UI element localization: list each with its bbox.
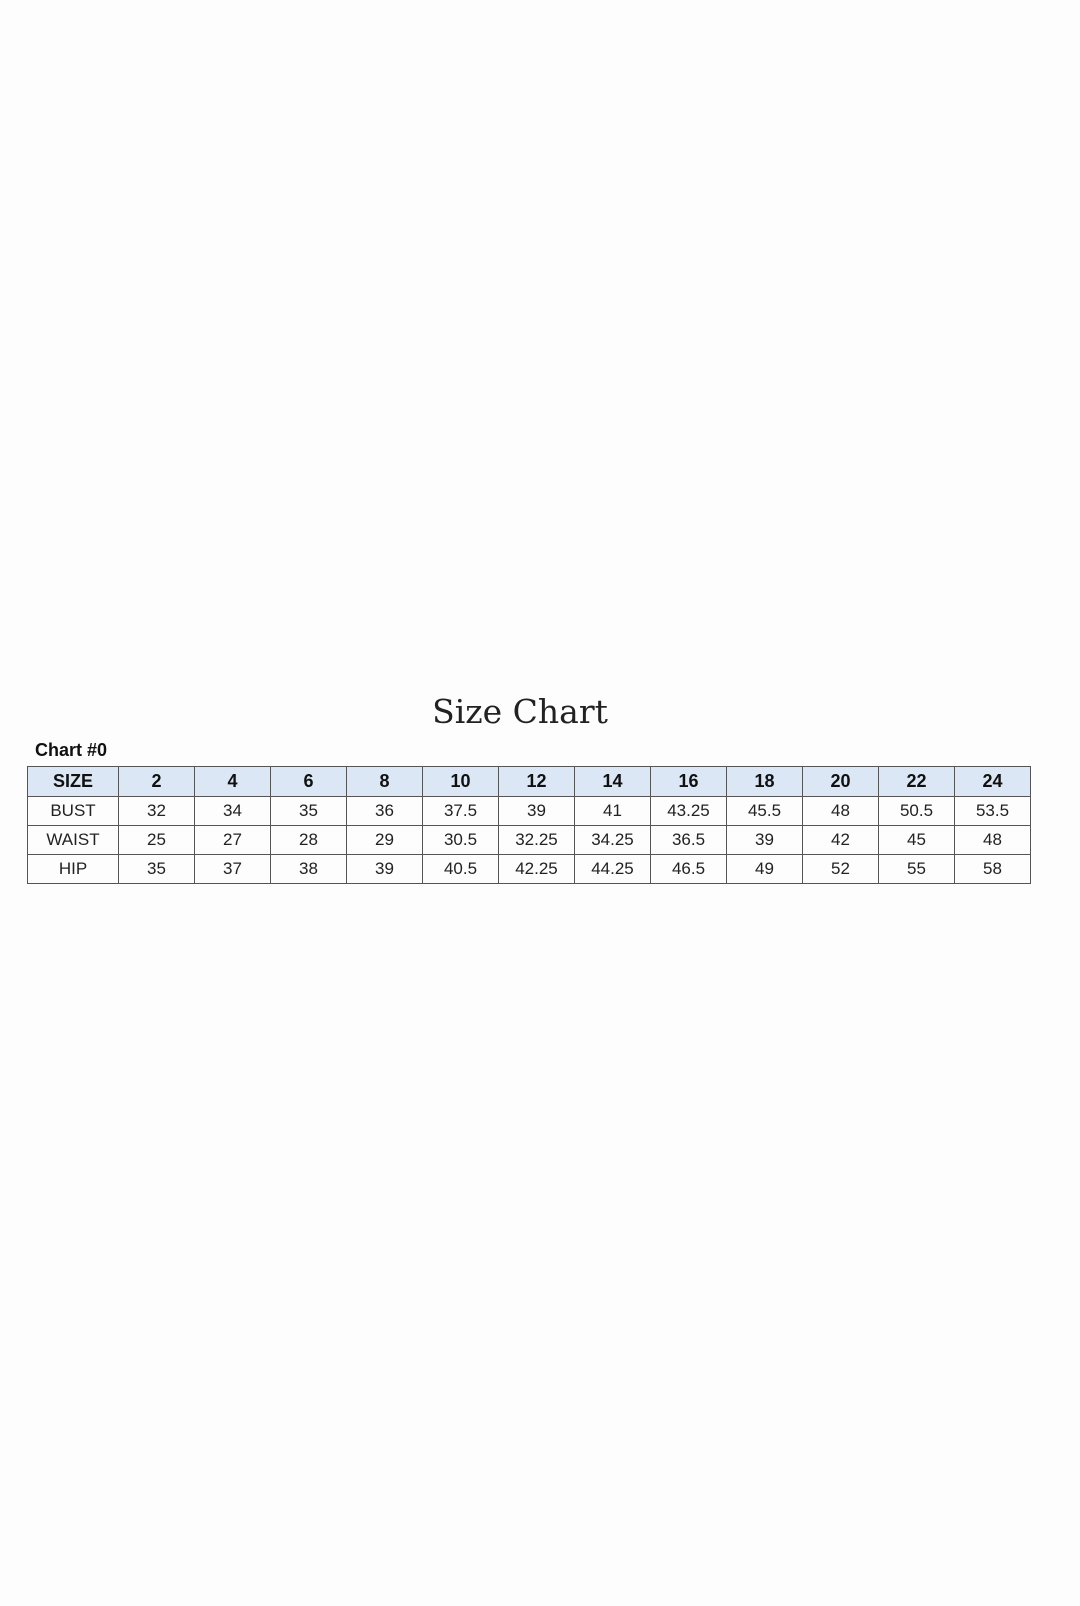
table-cell: 46.5 [650,854,727,884]
table-row: HIP 35 37 38 39 40.5 42.25 44.25 46.5 49 52 55 58 [27,854,1031,884]
table-cell: 32.25 [498,825,575,855]
table-cell: 34 [194,796,271,826]
header-cell: 14 [574,766,651,797]
header-cell: 12 [498,766,575,797]
header-cell: 18 [726,766,803,797]
page-title: Size Chart [432,692,608,731]
table-cell: 58 [954,854,1031,884]
table-cell: 28 [270,825,347,855]
table-cell: 49 [726,854,803,884]
table-cell: 34.25 [574,825,651,855]
table-cell: 48 [802,796,879,826]
table-cell: 52 [802,854,879,884]
table-cell: 48 [954,825,1031,855]
table-cell: 38 [270,854,347,884]
table-cell: 39 [498,796,575,826]
table-cell: 37.5 [422,796,499,826]
table-cell: 25 [118,825,195,855]
table-cell: 30.5 [422,825,499,855]
table-cell: 53.5 [954,796,1031,826]
table-cell: 42 [802,825,879,855]
header-cell: 20 [802,766,879,797]
row-label-cell: HIP [27,854,119,884]
table-cell: 45.5 [726,796,803,826]
row-label-cell: BUST [27,796,119,826]
header-cell: 22 [878,766,955,797]
table-cell: 27 [194,825,271,855]
table-cell: 43.25 [650,796,727,826]
table-cell: 36.5 [650,825,727,855]
header-cell: 8 [346,766,423,797]
row-label-cell: WAIST [27,825,119,855]
table-cell: 55 [878,854,955,884]
header-cell: 24 [954,766,1031,797]
table-row: BUST 32 34 35 36 37.5 39 41 43.25 45.5 48 50.5 53.5 [27,796,1031,826]
header-cell: 10 [422,766,499,797]
table-cell: 37 [194,854,271,884]
header-cell-size: SIZE [27,766,119,797]
size-chart-table: SIZE 2 4 6 8 10 12 14 16 18 20 22 24 BUST 32 34 35 36 37.… [27,766,1031,884]
header-cell: 4 [194,766,271,797]
table-cell: 29 [346,825,423,855]
table-cell: 50.5 [878,796,955,826]
chart-label: Chart #0 [35,740,108,760]
header-cell: 2 [118,766,195,797]
table-cell: 39 [346,854,423,884]
table-cell: 41 [574,796,651,826]
table-cell: 42.25 [498,854,575,884]
table-row: WAIST 25 27 28 29 30.5 32.25 34.25 36.5 39 42 45 48 [27,825,1031,855]
table-cell: 40.5 [422,854,499,884]
table-cell: 35 [118,854,195,884]
table-cell: 35 [270,796,347,826]
table-header-row: SIZE 2 4 6 8 10 12 14 16 18 20 22 24 [27,766,1031,797]
header-cell: 6 [270,766,347,797]
table-cell: 44.25 [574,854,651,884]
table-cell: 39 [726,825,803,855]
header-cell: 16 [650,766,727,797]
table-cell: 36 [346,796,423,826]
table-cell: 32 [118,796,195,826]
table-cell: 45 [878,825,955,855]
